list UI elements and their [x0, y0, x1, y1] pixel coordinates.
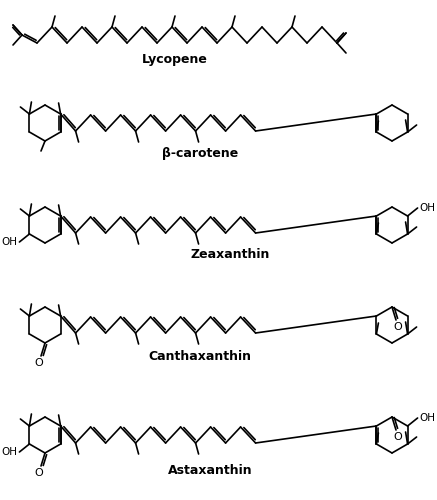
Text: OH: OH — [420, 203, 436, 213]
Text: β-carotene: β-carotene — [162, 146, 238, 160]
Text: OH: OH — [1, 447, 17, 457]
Text: Astaxanthin: Astaxanthin — [168, 464, 252, 477]
Text: Lycopene: Lycopene — [142, 52, 208, 66]
Text: OH: OH — [1, 237, 17, 247]
Text: O: O — [394, 322, 402, 332]
Text: Canthaxanthin: Canthaxanthin — [149, 350, 252, 364]
Text: Zeaxanthin: Zeaxanthin — [190, 248, 270, 262]
Text: O: O — [35, 468, 43, 478]
Text: OH: OH — [420, 413, 436, 423]
Text: O: O — [35, 358, 43, 368]
Text: O: O — [394, 432, 402, 442]
